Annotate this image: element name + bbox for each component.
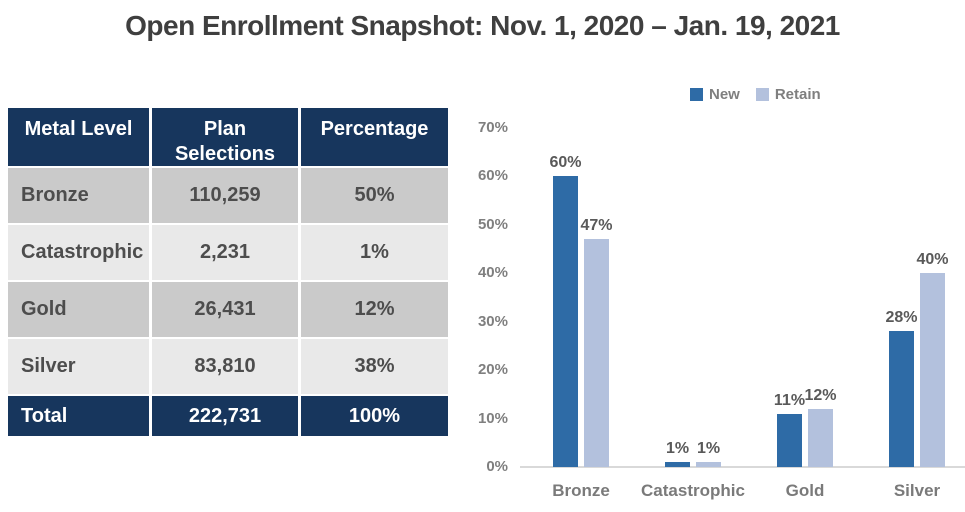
table-header-row: Metal Level Plan Selections Percentage bbox=[8, 108, 448, 168]
table-cell-total-selections: 222,731 bbox=[152, 396, 301, 436]
y-axis-tick-label: 50% bbox=[468, 216, 508, 234]
table-row-silver: Silver 83,810 38% bbox=[8, 339, 448, 396]
y-axis-tick-label: 60% bbox=[468, 167, 508, 185]
bar-retain-silver bbox=[920, 273, 945, 467]
table-cell-total-percentage: 100% bbox=[301, 396, 448, 436]
table-cell-metal: Bronze bbox=[8, 168, 152, 225]
table-cell-selections: 83,810 bbox=[152, 339, 301, 396]
category-label-gold: Gold bbox=[740, 481, 870, 501]
page-title: Open Enrollment Snapshot: Nov. 1, 2020 –… bbox=[0, 10, 965, 42]
bar-value-label: 1% bbox=[679, 440, 739, 458]
bar-value-label: 60% bbox=[536, 154, 596, 172]
table-header-percentage: Percentage bbox=[301, 108, 448, 168]
slide: Open Enrollment Snapshot: Nov. 1, 2020 –… bbox=[0, 0, 965, 512]
category-label-bronze: Bronze bbox=[516, 481, 646, 501]
table-cell-percentage: 50% bbox=[301, 168, 448, 225]
table-cell-selections: 2,231 bbox=[152, 225, 301, 282]
table-cell-metal: Silver bbox=[8, 339, 152, 396]
table-cell-percentage: 12% bbox=[301, 282, 448, 339]
y-axis-tick-label: 30% bbox=[468, 313, 508, 331]
y-axis-tick-label: 70% bbox=[468, 119, 508, 137]
category-label-catastrophic: Catastrophic bbox=[628, 481, 758, 501]
y-axis-tick-label: 10% bbox=[468, 410, 508, 428]
bar-new-catastrophic bbox=[665, 462, 690, 467]
y-axis-tick-label: 0% bbox=[468, 458, 508, 476]
plot-area: 0%10%20%30%40%50%60%70%60%47%Bronze1%1%C… bbox=[480, 80, 965, 512]
bar-value-label: 40% bbox=[903, 251, 963, 269]
table-cell-metal: Catastrophic bbox=[8, 225, 152, 282]
table-row-total: Total 222,731 100% bbox=[8, 396, 448, 436]
table-cell-metal: Gold bbox=[8, 282, 152, 339]
bar-retain-gold bbox=[808, 409, 833, 467]
enrollment-bar-chart: New Retain 0%10%20%30%40%50%60%70%60%47%… bbox=[480, 80, 965, 512]
table-cell-selections: 26,431 bbox=[152, 282, 301, 339]
table-cell-selections: 110,259 bbox=[152, 168, 301, 225]
table-cell-percentage: 38% bbox=[301, 339, 448, 396]
y-axis-tick-label: 20% bbox=[468, 361, 508, 379]
table-row-catastrophic: Catastrophic 2,231 1% bbox=[8, 225, 448, 282]
table-row-gold: Gold 26,431 12% bbox=[8, 282, 448, 339]
bar-value-label: 12% bbox=[791, 387, 851, 405]
table-cell-total-label: Total bbox=[8, 396, 152, 436]
table-header-metal-level: Metal Level bbox=[8, 108, 152, 168]
bar-value-label: 47% bbox=[567, 217, 627, 235]
bar-retain-catastrophic bbox=[696, 462, 721, 467]
bar-retain-bronze bbox=[584, 239, 609, 467]
table-header-plan-selections: Plan Selections bbox=[152, 108, 301, 168]
bar-new-gold bbox=[777, 414, 802, 467]
table-row-bronze: Bronze 110,259 50% bbox=[8, 168, 448, 225]
enrollment-table: Metal Level Plan Selections Percentage B… bbox=[8, 108, 448, 436]
category-label-silver: Silver bbox=[852, 481, 965, 501]
table-cell-percentage: 1% bbox=[301, 225, 448, 282]
y-axis-tick-label: 40% bbox=[468, 264, 508, 282]
bar-new-silver bbox=[889, 331, 914, 467]
